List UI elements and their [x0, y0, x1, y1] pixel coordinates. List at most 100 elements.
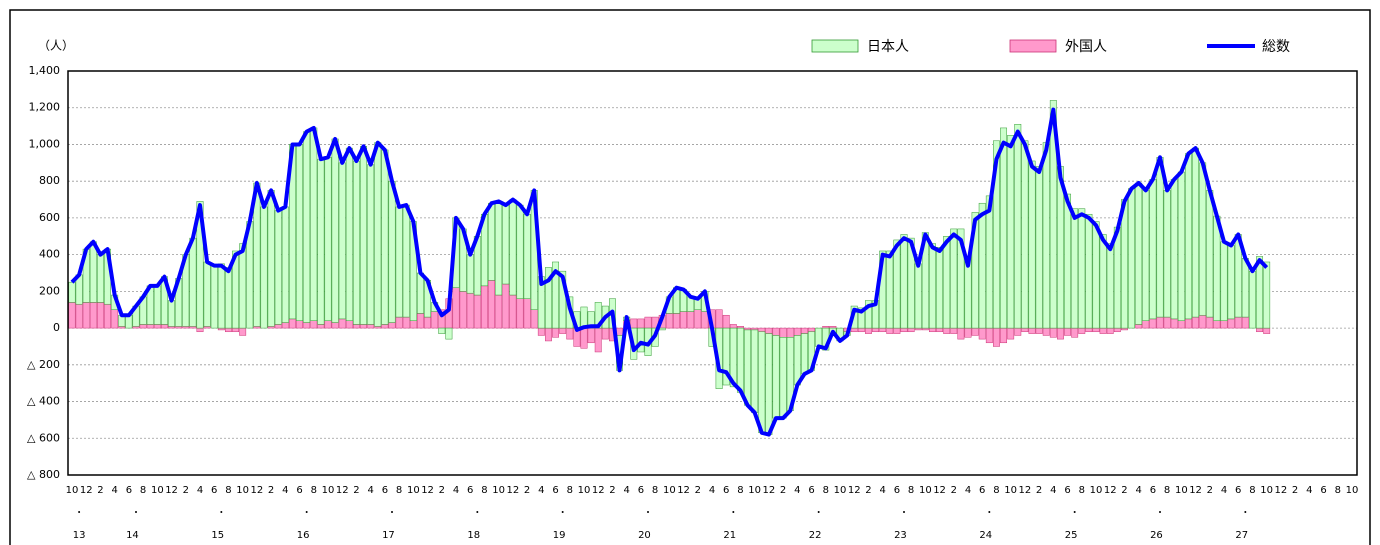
bar	[765, 327, 773, 334]
bar	[104, 303, 112, 329]
y-tick-label: 1,200	[29, 101, 61, 114]
bar	[1085, 213, 1093, 329]
bar	[957, 228, 965, 329]
bar	[758, 331, 766, 434]
bar	[473, 294, 481, 329]
bar	[630, 318, 638, 329]
bar	[82, 302, 90, 329]
bar	[1028, 160, 1036, 329]
bar	[1192, 147, 1200, 318]
bar	[1106, 327, 1114, 334]
bar	[175, 326, 183, 329]
bar	[879, 327, 887, 333]
y-tick-label: 200	[39, 284, 60, 297]
bar	[1248, 270, 1256, 329]
bar	[815, 327, 823, 347]
bar	[772, 327, 780, 336]
bar	[1042, 142, 1050, 329]
bar	[722, 314, 730, 329]
x-tick-label: 4	[794, 485, 800, 496]
bar	[239, 243, 247, 329]
bar	[736, 326, 744, 329]
bar	[800, 333, 808, 375]
year-label: 16	[297, 530, 310, 541]
bar	[680, 311, 688, 329]
bar	[1163, 190, 1171, 318]
x-tick-label: 2	[1207, 485, 1213, 496]
bar	[1014, 124, 1022, 329]
bar	[224, 267, 232, 329]
bar	[544, 267, 552, 329]
bar	[715, 309, 723, 329]
bar	[374, 142, 382, 327]
bar	[1028, 327, 1036, 334]
x-tick-label: 10	[1175, 485, 1188, 496]
bar	[139, 324, 147, 329]
x-tick-label: 12	[933, 485, 946, 496]
bar	[459, 291, 467, 329]
bar	[288, 318, 296, 329]
bar	[907, 327, 915, 333]
bar	[687, 311, 695, 329]
bar	[303, 131, 311, 323]
bar	[1234, 316, 1242, 329]
bar	[900, 327, 908, 333]
x-tick-label: 6	[467, 485, 473, 496]
year-dot	[1244, 511, 1247, 513]
bar	[1263, 261, 1271, 329]
bar	[516, 298, 524, 329]
bar	[530, 309, 538, 329]
bar	[1149, 318, 1157, 329]
bar	[189, 326, 197, 329]
unit-label: （人）	[38, 39, 74, 53]
bar	[1071, 208, 1079, 329]
bar	[1227, 245, 1235, 320]
x-tick-label: 8	[1164, 485, 1170, 496]
legend-label: 日本人	[867, 39, 909, 55]
bar	[253, 326, 261, 329]
bar	[502, 283, 510, 329]
x-tick-label: 4	[282, 485, 288, 496]
year-dot	[732, 511, 735, 513]
bar	[786, 327, 794, 338]
legend-label: 総数	[1262, 39, 1290, 55]
x-tick-label: 12	[336, 485, 349, 496]
x-tick-label: 12	[848, 485, 861, 496]
bar	[566, 327, 574, 340]
bar	[338, 162, 346, 320]
bar	[751, 329, 759, 413]
bar	[381, 324, 389, 329]
bar	[1035, 166, 1043, 329]
x-tick-label: 12	[592, 485, 605, 496]
bar	[267, 326, 275, 329]
x-tick-label: 10	[663, 485, 676, 496]
bar	[239, 327, 247, 336]
x-tick-label: 4	[965, 485, 971, 496]
bar	[68, 281, 76, 303]
year-dot	[391, 511, 393, 513]
bar	[1021, 327, 1029, 333]
year-dot	[135, 511, 137, 513]
bar	[1120, 327, 1128, 331]
x-tick-label: 12	[763, 485, 776, 496]
year-label: 19	[553, 530, 566, 541]
bar	[153, 324, 161, 329]
bar	[203, 261, 211, 327]
plot-border	[67, 70, 1358, 476]
bar	[217, 263, 225, 329]
bar	[537, 327, 545, 336]
bar	[893, 327, 901, 334]
bar	[274, 324, 282, 329]
x-tick-label: 12	[1019, 485, 1032, 496]
bar	[416, 272, 424, 314]
y-tick-label: 0	[53, 321, 60, 334]
bar	[1256, 256, 1264, 329]
bar	[196, 327, 204, 333]
bar	[96, 302, 104, 329]
year-label: 15	[211, 530, 224, 541]
bar	[182, 326, 190, 329]
bar	[488, 202, 496, 281]
x-tick-label: 6	[1320, 485, 1326, 496]
bar	[345, 147, 353, 321]
x-tick-label: 12	[421, 485, 434, 496]
